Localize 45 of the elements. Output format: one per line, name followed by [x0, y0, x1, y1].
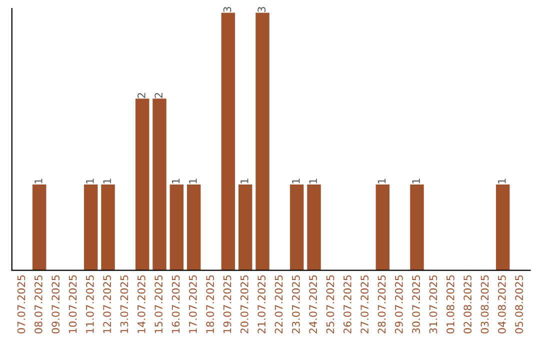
x-tick-label: 25.07.2025 — [326, 275, 334, 334]
x-tick-label: 21.07.2025 — [258, 275, 266, 334]
x-tick-label: 16.07.2025 — [172, 275, 180, 333]
data-label: 1 — [240, 178, 248, 184]
x-tick-label: 27.07.2025 — [360, 275, 369, 334]
x-tick-label: 20.07.2025 — [240, 275, 248, 334]
x-tick-label: 09.07.2025 — [52, 275, 60, 334]
data-label: 1 — [292, 178, 300, 184]
data-label: 3 — [258, 7, 266, 12]
x-tick-label: 12.07.2025 — [103, 275, 112, 333]
x-tick-label: 07.07.2025 — [17, 275, 26, 334]
x-tick-label: 08.07.2025 — [34, 275, 42, 334]
x-tick-label: 29.07.2025 — [394, 275, 403, 334]
x-tick-label: 17.07.2025 — [188, 275, 197, 333]
x-tick-label: 23.07.2025 — [292, 275, 300, 334]
x-tick-label: 10.07.2025 — [68, 275, 77, 333]
x-tick-label: 22.07.2025 — [274, 275, 283, 334]
x-tick-label: 26.07.2025 — [343, 275, 352, 334]
x-tick-label: 11.07.2025 — [86, 275, 94, 333]
x-tick-label: 14.07.2025 — [137, 275, 146, 333]
data-label: 2 — [137, 93, 146, 98]
data-label: 1 — [189, 178, 197, 184]
data-label: 1 — [86, 178, 94, 184]
data-label: 1 — [309, 178, 317, 184]
x-tick-label: 05.08.2025 — [515, 275, 524, 334]
x-tick-label: 19.07.2025 — [223, 275, 232, 333]
data-label: 1 — [34, 178, 42, 184]
x-tick-label: 03.08.2025 — [480, 275, 489, 334]
x-tick-label: 28.07.2025 — [378, 275, 386, 334]
x-tick-label: 02.08.2025 — [464, 275, 472, 334]
x-tick-label: 15.07.2025 — [154, 275, 163, 333]
data-label: 1 — [378, 178, 386, 184]
data-label: 3 — [223, 7, 232, 12]
x-tick-label: 04.08.2025 — [498, 275, 506, 334]
data-label: 1 — [172, 178, 180, 184]
x-tick-label: 31.07.2025 — [429, 275, 438, 334]
x-tick-label: 13.07.2025 — [120, 275, 128, 333]
data-label: 1 — [103, 178, 111, 184]
data-label: 1 — [412, 178, 420, 184]
x-tick-label: 30.07.2025 — [412, 275, 420, 334]
data-label: 1 — [498, 178, 506, 184]
x-tick-label: 18.07.2025 — [206, 275, 214, 333]
x-tick-label: 24.07.2025 — [309, 275, 318, 334]
data-label: 2 — [154, 93, 162, 98]
x-tick-label: 01.08.2025 — [446, 275, 454, 334]
